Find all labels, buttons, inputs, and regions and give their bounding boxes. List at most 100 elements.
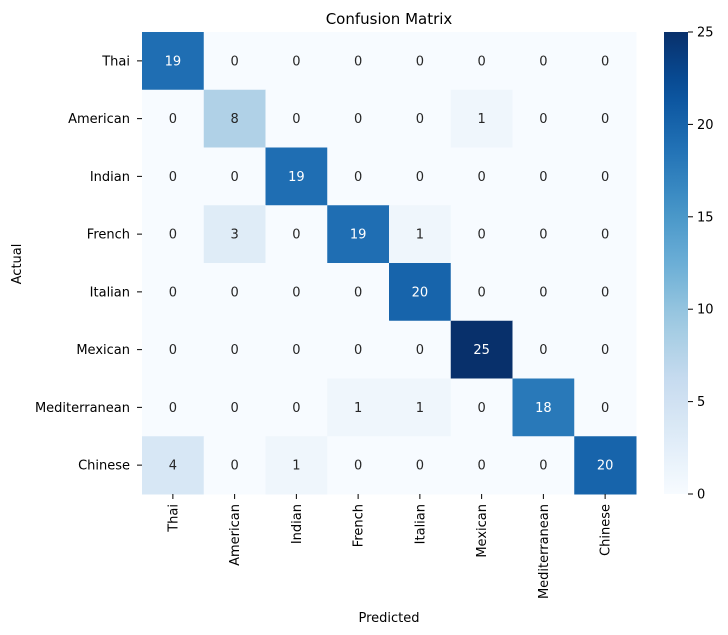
heatmap-cell [389, 89, 452, 148]
cell-value: 1 [416, 401, 424, 416]
cell-value: 0 [601, 112, 609, 127]
heatmap-cell [450, 32, 513, 91]
x-tick-label: Indian [290, 504, 305, 544]
heatmap-cell [203, 32, 266, 91]
cell-value: 1 [416, 228, 424, 243]
cell-value: 0 [601, 285, 609, 300]
cell-value: 0 [292, 112, 300, 127]
heatmap-cell [327, 147, 390, 206]
heatmap-cell [203, 89, 266, 148]
x-tick-label: American [228, 504, 243, 566]
cell-value: 0 [477, 170, 485, 185]
heatmap-cell [574, 263, 637, 322]
cell-value: 0 [292, 54, 300, 69]
y-tick-label: Thai [101, 54, 130, 69]
y-tick-label: French [87, 228, 130, 243]
heatmap-cell [512, 205, 575, 264]
cell-value: 20 [412, 285, 429, 300]
cell-value: 0 [477, 401, 485, 416]
heatmap-cell [203, 205, 266, 264]
heatmap-cell [450, 89, 513, 148]
chart-title: Confusion Matrix [326, 10, 453, 28]
y-tick-label: Indian [90, 170, 130, 185]
cell-value: 0 [416, 170, 424, 185]
heatmap-cell [327, 205, 390, 264]
cell-value: 0 [601, 343, 609, 358]
heatmap-cell [450, 378, 513, 437]
heatmap-cell [450, 205, 513, 264]
cell-value: 0 [169, 343, 177, 358]
cell-value: 20 [597, 459, 614, 474]
heatmap-cell [327, 89, 390, 148]
heatmap-cell [512, 263, 575, 322]
colorbar-ticks: 0 5 10 15 20 25 [688, 26, 714, 503]
cell-value: 0 [169, 228, 177, 243]
x-tick-label: French [352, 504, 367, 547]
y-tick-label: Mexican [76, 343, 130, 358]
heatmap-cell [142, 32, 205, 91]
heatmap-cell [574, 89, 637, 148]
heatmap-cell [203, 436, 266, 495]
heatmap-cell [203, 378, 266, 437]
cell-value: 0 [169, 285, 177, 300]
heatmap-cell [389, 378, 452, 437]
heatmap-cell [203, 147, 266, 206]
cell-value: 0 [539, 459, 547, 474]
colorbar-tick-label: 15 [697, 210, 714, 225]
colorbar-tick-label: 20 [697, 118, 714, 133]
heatmap-cell [574, 147, 637, 206]
cell-value: 0 [354, 285, 362, 300]
heatmap-cell [574, 32, 637, 91]
heatmap-cell [512, 32, 575, 91]
heatmap-cell [389, 147, 452, 206]
cell-value: 0 [230, 401, 238, 416]
cell-value: 1 [292, 459, 300, 474]
cell-value: 0 [601, 401, 609, 416]
y-tick-label: Italian [90, 285, 130, 300]
y-axis-label: Actual [10, 244, 25, 285]
heatmap-cell [265, 436, 328, 495]
heatmap-cell [142, 263, 205, 322]
heatmap-cell [512, 320, 575, 379]
heatmap-cells [142, 32, 637, 495]
cell-value: 0 [539, 343, 547, 358]
heatmap-cell [389, 263, 452, 322]
cell-value: 0 [292, 401, 300, 416]
heatmap-cell [389, 320, 452, 379]
cell-value: 0 [230, 285, 238, 300]
heatmap-cell [203, 320, 266, 379]
colorbar-tick-label: 10 [697, 303, 714, 318]
heatmap-cell [142, 436, 205, 495]
cell-value: 19 [165, 54, 182, 69]
cell-value: 0 [230, 54, 238, 69]
x-axis-label: Predicted [358, 611, 419, 626]
cell-value: 0 [477, 54, 485, 69]
cell-value: 0 [416, 54, 424, 69]
x-axis-ticks: Thai American Indian French Italian Mexican Me… [166, 494, 614, 599]
cell-value: 19 [288, 170, 305, 185]
cell-value: 8 [230, 112, 238, 127]
cell-value: 0 [416, 459, 424, 474]
heatmap-cell [574, 378, 637, 437]
cell-value: 0 [354, 54, 362, 69]
cell-value: 0 [477, 285, 485, 300]
x-tick-label: Italian [413, 504, 428, 544]
heatmap-cell [327, 378, 390, 437]
heatmap-cell [203, 263, 266, 322]
heatmap-cell [450, 320, 513, 379]
x-tick-label: Mediterranean [537, 504, 552, 599]
heatmap-cell [142, 147, 205, 206]
heatmap-cell [512, 436, 575, 495]
colorbar-tick-label: 5 [697, 395, 705, 410]
heatmap-cell [512, 378, 575, 437]
cell-value: 0 [416, 343, 424, 358]
heatmap-cell [265, 320, 328, 379]
colorbar [664, 32, 688, 494]
cell-value: 19 [350, 228, 367, 243]
x-tick-label: Thai [166, 504, 181, 533]
cell-annotations: 19 0 0 0 0 0 0 0 0 8 0 0 0 1 0 0 0 0 19 0 0 0 0 0 0 3 0 19 1 0 0 0 0 0 0 0 2… [165, 54, 614, 473]
y-axis-ticks: Thai American Indian French Italian Mexican Me… [35, 54, 142, 474]
heatmap-cell [512, 147, 575, 206]
x-tick-label: Chinese [599, 504, 614, 556]
